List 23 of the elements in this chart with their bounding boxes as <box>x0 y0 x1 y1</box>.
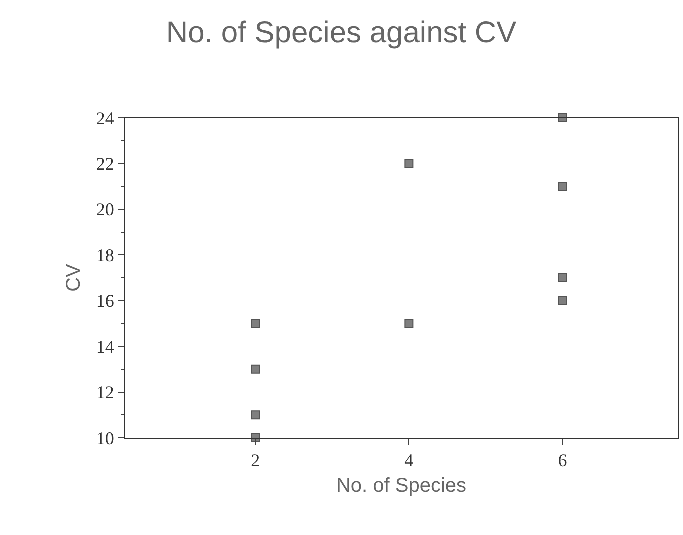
x-tick-label: 6 <box>558 450 568 471</box>
y-tick-label: 10 <box>96 428 114 448</box>
chart-title: No. of Species against CV <box>166 16 517 50</box>
point <box>251 364 260 374</box>
x-axis-title: No. of Species <box>336 475 467 498</box>
point <box>558 274 568 282</box>
x-tick-label: 2 <box>251 450 260 471</box>
y-tick-label: 12 <box>96 382 114 403</box>
y-tick-label: 22 <box>96 154 114 174</box>
point <box>404 159 414 168</box>
y-tick-label: 24 <box>96 108 114 128</box>
point <box>558 296 568 306</box>
y-axis-title: CV <box>62 263 85 292</box>
point <box>558 182 568 192</box>
point <box>251 410 260 420</box>
x-tick-label: 4 <box>404 450 414 471</box>
y-tick-label: 20 <box>96 200 114 220</box>
y-tick-label: 16 <box>96 291 114 312</box>
y-tick-label: 14 <box>96 336 114 357</box>
point <box>251 319 260 328</box>
point <box>558 114 568 122</box>
point <box>404 319 414 328</box>
y-tick-label: 18 <box>96 245 114 266</box>
